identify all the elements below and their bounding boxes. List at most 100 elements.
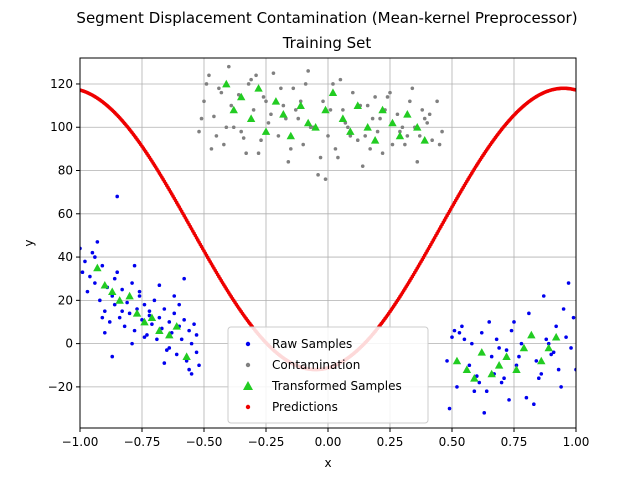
contamination-point xyxy=(284,116,288,121)
raw-samples-point xyxy=(157,283,162,287)
contamination-point xyxy=(222,142,226,147)
raw-samples-point xyxy=(100,315,105,320)
raw-samples-point xyxy=(132,263,137,268)
transformed-samples-point xyxy=(165,330,174,339)
raw-samples-point xyxy=(165,348,169,352)
raw-samples-point xyxy=(512,320,516,324)
x-axis-label: x xyxy=(324,456,331,470)
raw-samples-point xyxy=(569,346,573,350)
raw-samples-point xyxy=(564,335,568,339)
contamination-point xyxy=(368,147,372,151)
transformed-samples-point xyxy=(125,291,134,300)
raw-samples-point xyxy=(189,341,194,346)
raw-samples-point xyxy=(517,354,521,359)
raw-samples-point xyxy=(460,324,464,329)
transformed-samples-point xyxy=(108,287,117,296)
transformed-samples-point xyxy=(420,136,429,144)
raw-samples-point xyxy=(467,363,472,368)
legend-label: Raw Samples xyxy=(272,337,352,351)
transformed-samples-point xyxy=(378,105,387,114)
y-tick-label: 80 xyxy=(58,164,73,178)
raw-samples-point xyxy=(455,385,459,389)
contamination-point xyxy=(204,82,209,86)
transformed-samples-point xyxy=(115,296,124,304)
raw-samples-point xyxy=(189,372,194,376)
raw-samples-point xyxy=(172,311,177,316)
raw-samples-point xyxy=(112,276,117,281)
raw-samples-point xyxy=(571,315,576,320)
contamination-point xyxy=(417,134,422,138)
raw-samples-point xyxy=(155,337,159,342)
raw-samples-point xyxy=(162,361,167,365)
contamination-point xyxy=(425,121,430,125)
contamination-point xyxy=(323,177,328,181)
raw-samples-point xyxy=(447,406,452,411)
transformed-samples-point xyxy=(527,330,536,339)
contamination-point xyxy=(259,138,263,143)
contamination-point xyxy=(266,121,271,125)
contamination-point xyxy=(251,108,256,112)
contamination-point xyxy=(415,160,420,164)
chart-title: Segment Displacement Contamination (Mean… xyxy=(76,9,577,27)
raw-samples-point xyxy=(507,398,511,402)
legend-marker xyxy=(245,341,251,347)
contamination-point xyxy=(388,90,392,95)
raw-samples-point xyxy=(162,307,167,311)
transformed-samples-point xyxy=(477,348,486,356)
raw-samples-point xyxy=(174,352,179,357)
contamination-point xyxy=(355,138,360,143)
contamination-point xyxy=(360,164,365,168)
transformed-samples-point xyxy=(271,97,281,105)
contamination-point xyxy=(435,99,439,104)
contamination-point xyxy=(390,142,395,147)
legend-label: Contamination xyxy=(272,358,360,372)
contamination-point xyxy=(276,134,281,138)
contamination-point xyxy=(346,125,350,130)
raw-samples-point xyxy=(98,298,102,303)
raw-samples-point xyxy=(541,294,546,298)
contamination-point xyxy=(224,125,229,130)
raw-samples-point xyxy=(197,363,201,368)
contamination-point xyxy=(373,95,377,99)
raw-samples-point xyxy=(127,311,132,316)
y-tick-label: 0 xyxy=(65,337,73,351)
transformed-samples-point xyxy=(470,374,479,382)
contamination-point xyxy=(370,116,375,121)
raw-samples-point xyxy=(554,324,558,329)
y-tick-label: 40 xyxy=(58,250,73,264)
x-tick-label: 1.00 xyxy=(563,435,590,449)
contamination-point xyxy=(293,108,298,112)
contamination-point xyxy=(437,142,442,147)
transformed-samples-point xyxy=(494,361,504,369)
transformed-samples-point xyxy=(544,343,553,352)
raw-samples-point xyxy=(142,302,147,307)
raw-samples-point xyxy=(93,255,97,259)
raw-samples-point xyxy=(115,194,119,199)
raw-samples-point xyxy=(556,367,561,372)
raw-samples-point xyxy=(477,380,482,385)
raw-samples-point xyxy=(457,330,462,335)
raw-samples-point xyxy=(532,402,536,406)
y-tick-label: 60 xyxy=(58,207,73,221)
transformed-samples-point xyxy=(403,110,412,118)
raw-samples-point xyxy=(187,328,191,333)
contamination-point xyxy=(291,86,296,91)
raw-samples-point xyxy=(167,346,172,350)
raw-samples-point xyxy=(103,309,107,313)
contamination-point xyxy=(395,112,400,117)
transformed-samples-point xyxy=(93,263,102,272)
transformed-samples-point xyxy=(512,365,521,373)
raw-samples-point xyxy=(479,330,484,335)
y-tick-label: −20 xyxy=(48,380,73,394)
contamination-point xyxy=(217,86,221,91)
contamination-point xyxy=(348,134,353,138)
raw-samples-point xyxy=(135,307,139,311)
contamination-point xyxy=(316,173,320,177)
contamination-point xyxy=(212,114,216,119)
transformed-samples-point xyxy=(487,369,496,378)
raw-samples-point xyxy=(527,311,531,316)
contamination-point xyxy=(336,155,340,160)
contamination-point xyxy=(219,90,224,95)
contamination-point xyxy=(375,129,380,134)
grid xyxy=(79,58,577,428)
